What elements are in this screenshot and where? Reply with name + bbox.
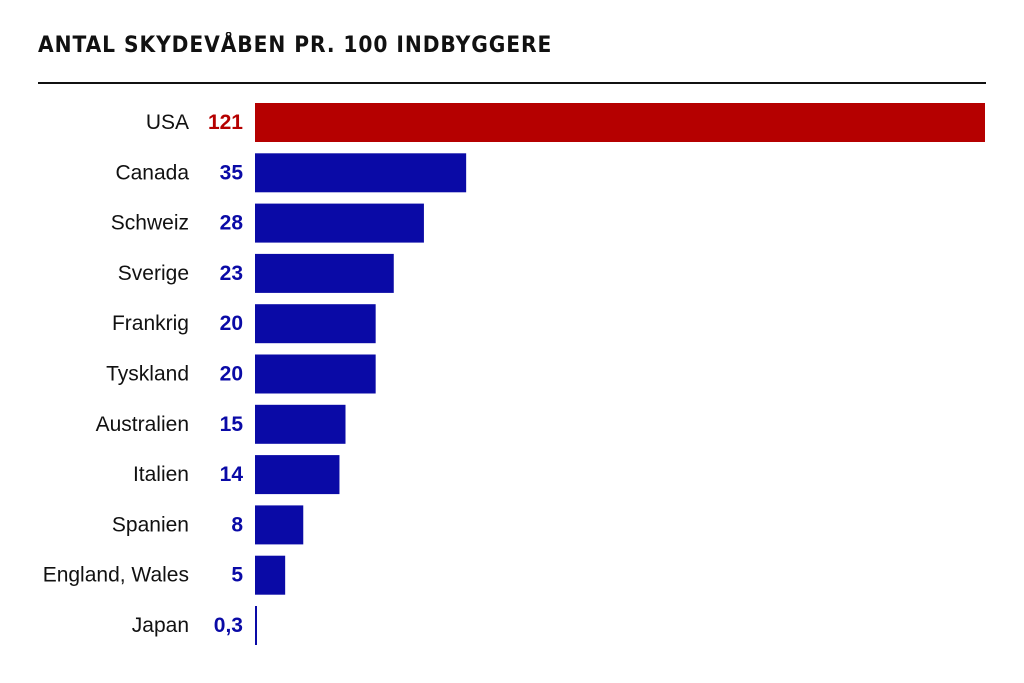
category-label: Italien	[133, 463, 189, 486]
bar-frankrig	[255, 304, 376, 344]
bar-row-sverige: Sverige 23	[118, 253, 394, 293]
bar-row-frankrig: Frankrig 20	[112, 304, 376, 344]
value-label: 28	[220, 212, 244, 235]
chart-title: ANTAL SKYDEVÅBEN PR. 100 INDBYGGERE	[38, 33, 553, 58]
category-label: Schweiz	[111, 212, 189, 235]
bar-row-tyskland: Tyskland 20	[106, 354, 376, 394]
bar-spanien	[255, 505, 304, 545]
value-label: 15	[220, 413, 244, 436]
value-label: 20	[220, 363, 243, 386]
bar-row-japan: Japan 0,3	[132, 606, 257, 645]
value-label: 20	[220, 312, 243, 335]
bar-england-wales	[255, 555, 286, 595]
category-label: Sverige	[118, 262, 189, 285]
bar-australien	[255, 404, 346, 444]
category-label: Frankrig	[112, 312, 189, 335]
category-label: Canada	[115, 161, 189, 184]
bar-row-schweiz: Schweiz 28	[111, 203, 424, 243]
value-label: 23	[220, 262, 243, 285]
category-label: Australien	[96, 413, 189, 436]
value-label: 14	[220, 463, 244, 486]
bar-row-england-wales: England, Wales 5	[43, 555, 286, 595]
category-label: USA	[146, 111, 189, 134]
bar-row-spanien: Spanien 8	[112, 505, 304, 545]
bar-row-italien: Italien 14	[133, 455, 340, 495]
value-label: 121	[208, 111, 243, 134]
bar-schweiz	[255, 203, 424, 243]
category-label: Tyskland	[106, 363, 189, 386]
bar-sverige	[255, 253, 394, 293]
bar-row-usa: USA 121	[146, 103, 985, 142]
category-label: Japan	[132, 614, 189, 637]
bar-row-canada: Canada 35	[115, 153, 467, 193]
value-label: 8	[231, 513, 243, 536]
title-divider	[38, 82, 986, 84]
bar-italien	[255, 455, 340, 495]
category-label: Spanien	[112, 513, 189, 536]
value-label: 0,3	[214, 614, 243, 637]
bar-usa	[255, 103, 985, 142]
bar-canada	[255, 153, 467, 193]
bar-tyskland	[255, 354, 376, 394]
bar-row-australien: Australien 15	[96, 404, 346, 444]
bar-japan	[255, 606, 257, 645]
value-label: 5	[231, 564, 243, 587]
category-label: England, Wales	[43, 564, 189, 587]
value-label: 35	[220, 161, 244, 184]
